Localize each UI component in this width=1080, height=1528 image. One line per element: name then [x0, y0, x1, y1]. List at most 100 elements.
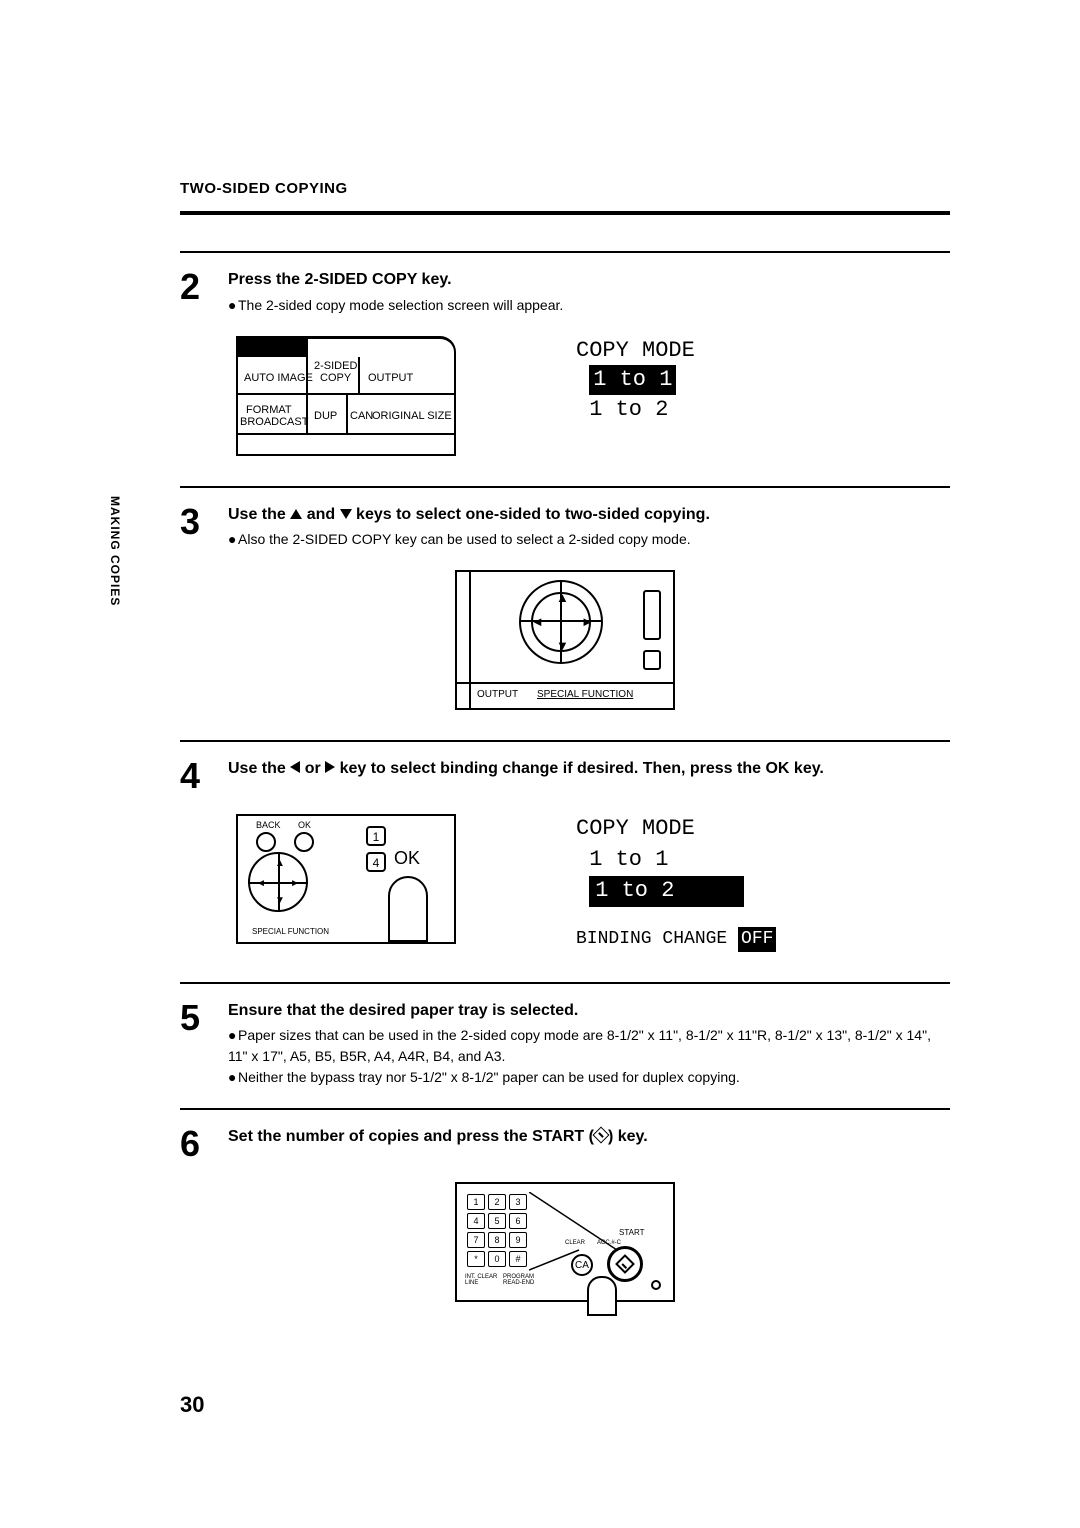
note-text: Also the 2-SIDED COPY key can be used to…: [238, 531, 691, 547]
step-title: Set the number of copies and press the S…: [228, 1126, 950, 1148]
step-note: ●Paper sizes that can be used in the 2-s…: [228, 1025, 950, 1067]
step-number: 5: [180, 1000, 210, 1089]
key: *: [467, 1251, 485, 1267]
label-back: BACK: [256, 820, 281, 830]
label-format: FORMAT: [246, 405, 292, 416]
txt: Use the: [228, 506, 290, 523]
key: 7: [467, 1232, 485, 1248]
tiny-label: PROGRAM READ-END: [503, 1274, 534, 1286]
step-3: 3 Use the and keys to select one-sided t…: [180, 504, 950, 551]
down-arrow-icon: [340, 509, 352, 519]
control-panel-figure: AUTO IMAGE 2-SIDED COPY OUTPUT FORMAT BR…: [236, 336, 456, 456]
nav-panel-figure: ▲ ▼ ◄ ► OUTPUT SPECIAL FUNCTION: [455, 570, 675, 710]
right-arrow-icon: [325, 761, 335, 773]
label-auto-image: AUTO IMAGE: [244, 373, 313, 384]
txt: key to select binding change if desired.…: [335, 760, 824, 777]
txt: ) key.: [608, 1128, 648, 1145]
label-2sided-2: COPY: [320, 373, 351, 384]
key: 6: [509, 1213, 527, 1229]
digit-4: 4: [366, 852, 386, 872]
label-ok-small: OK: [298, 820, 311, 830]
key: 5: [488, 1213, 506, 1229]
digit-1: 1: [366, 826, 386, 846]
label-2sided-1: 2-SIDED: [314, 361, 357, 372]
key: #: [509, 1251, 527, 1267]
step-number: 6: [180, 1126, 210, 1162]
lcd-line: 1 to 2: [589, 397, 668, 422]
side-tab: MAKING COPIES: [108, 496, 122, 606]
up-arrow-icon: ▲: [556, 590, 569, 605]
divider: [180, 251, 950, 253]
note-text: Neither the bypass tray nor 5-1/2" x 8-1…: [238, 1069, 740, 1085]
step-note: ●Neither the bypass tray nor 5-1/2" x 8-…: [228, 1067, 950, 1088]
divider: [180, 1108, 950, 1110]
lcd-title: COPY MODE: [576, 336, 695, 366]
key: 2: [488, 1194, 506, 1210]
divider: [180, 486, 950, 488]
lcd-title: COPY MODE: [576, 814, 776, 845]
key: 9: [509, 1232, 527, 1248]
lcd-display-step4: COPY MODE 1 to 1 1 to 2 BINDING CHANGE O…: [576, 814, 776, 952]
step-number: 2: [180, 269, 210, 316]
right-arrow-icon: ►: [581, 614, 594, 629]
lcd-line: 1 to 1: [589, 847, 668, 872]
keypad-panel-figure: 1 2 3 4 5 6 7 8 9 * 0 # INT. CLEAR LINE …: [455, 1182, 675, 1302]
lcd-line-selected: 1 to 2: [589, 876, 744, 907]
step-note: ●The 2-sided copy mode selection screen …: [228, 295, 950, 316]
label-output: OUTPUT: [368, 373, 413, 384]
label-scan: CAN: [350, 411, 373, 422]
label-broadcast: BROADCAST: [240, 417, 308, 428]
nav-circle: ▲ ▼ ◄ ►: [248, 852, 308, 912]
step4-figures: BACK OK ▲ ▼ ◄ ► 1 4 OK SPECIAL FUNCTION …: [236, 814, 950, 952]
start-diamond-icon: [592, 1127, 609, 1144]
indicator-dot: [651, 1280, 661, 1290]
step3-figure: ▲ ▼ ◄ ► OUTPUT SPECIAL FUNCTION: [180, 570, 950, 710]
start-button: [607, 1246, 643, 1282]
txt: Set the number of copies and press the S…: [228, 1128, 594, 1145]
tiny-label: INT. CLEAR LINE: [465, 1274, 497, 1286]
up-arrow-icon: [290, 509, 302, 519]
note-text: The 2-sided copy mode selection screen w…: [238, 297, 563, 313]
lcd-line-selected: 1 to 1: [589, 365, 676, 395]
manual-page: MAKING COPIES TWO-SIDED COPYING 2 Press …: [0, 0, 1080, 1528]
divider: [180, 740, 950, 742]
thumb-icon: [388, 876, 428, 942]
note-text: Paper sizes that can be used in the 2-si…: [228, 1027, 931, 1064]
txt: and: [302, 506, 339, 523]
binding-value: OFF: [738, 927, 776, 952]
key: 1: [467, 1194, 485, 1210]
start-diamond-icon: [615, 1254, 635, 1274]
key: 0: [488, 1251, 506, 1267]
step-note: ●Also the 2-SIDED COPY key can be used t…: [228, 529, 950, 550]
txt: or: [300, 760, 325, 777]
page-number: 30: [180, 1392, 204, 1418]
step-5: 5 Ensure that the desired paper tray is …: [180, 1000, 950, 1089]
left-arrow-icon: [290, 761, 300, 773]
label-output: OUTPUT: [477, 689, 518, 700]
key: 4: [467, 1213, 485, 1229]
down-arrow-icon: ▼: [556, 638, 569, 653]
step-title: Press the 2-SIDED COPY key.: [228, 269, 950, 291]
binding-label: BINDING CHANGE: [576, 929, 727, 949]
step-number: 3: [180, 504, 210, 551]
ok-big: OK: [394, 848, 420, 869]
thick-rule: [180, 211, 950, 215]
step-6: 6 Set the number of copies and press the…: [180, 1126, 950, 1162]
step-2: 2 Press the 2-SIDED COPY key. ●The 2-sid…: [180, 269, 950, 316]
label-special-function: SPECIAL FUNCTION: [537, 689, 633, 700]
label-original-size: ORIGINAL SIZE: [372, 411, 452, 422]
step-title: Ensure that the desired paper tray is se…: [228, 1000, 950, 1022]
numeric-keypad: 1 2 3 4 5 6 7 8 9 * 0 #: [467, 1194, 527, 1267]
step6-figure: 1 2 3 4 5 6 7 8 9 * 0 # INT. CLEAR LINE …: [180, 1182, 950, 1302]
left-arrow-icon: ◄: [531, 614, 544, 629]
tiny-label: CLEAR: [565, 1240, 585, 1246]
label-special-function: SPECIAL FUNCTION: [252, 927, 329, 936]
lcd-binding: BINDING CHANGE OFF: [576, 927, 776, 952]
step2-figures: AUTO IMAGE 2-SIDED COPY OUTPUT FORMAT BR…: [236, 336, 950, 456]
thumb-icon: [587, 1276, 617, 1316]
key: 3: [509, 1194, 527, 1210]
txt: keys to select one-sided to two-sided co…: [352, 506, 710, 523]
step-title: Use the and keys to select one-sided to …: [228, 504, 950, 526]
ok-panel-figure: BACK OK ▲ ▼ ◄ ► 1 4 OK SPECIAL FUNCTION: [236, 814, 456, 944]
tiny-label: ACC.#-C: [597, 1240, 621, 1246]
